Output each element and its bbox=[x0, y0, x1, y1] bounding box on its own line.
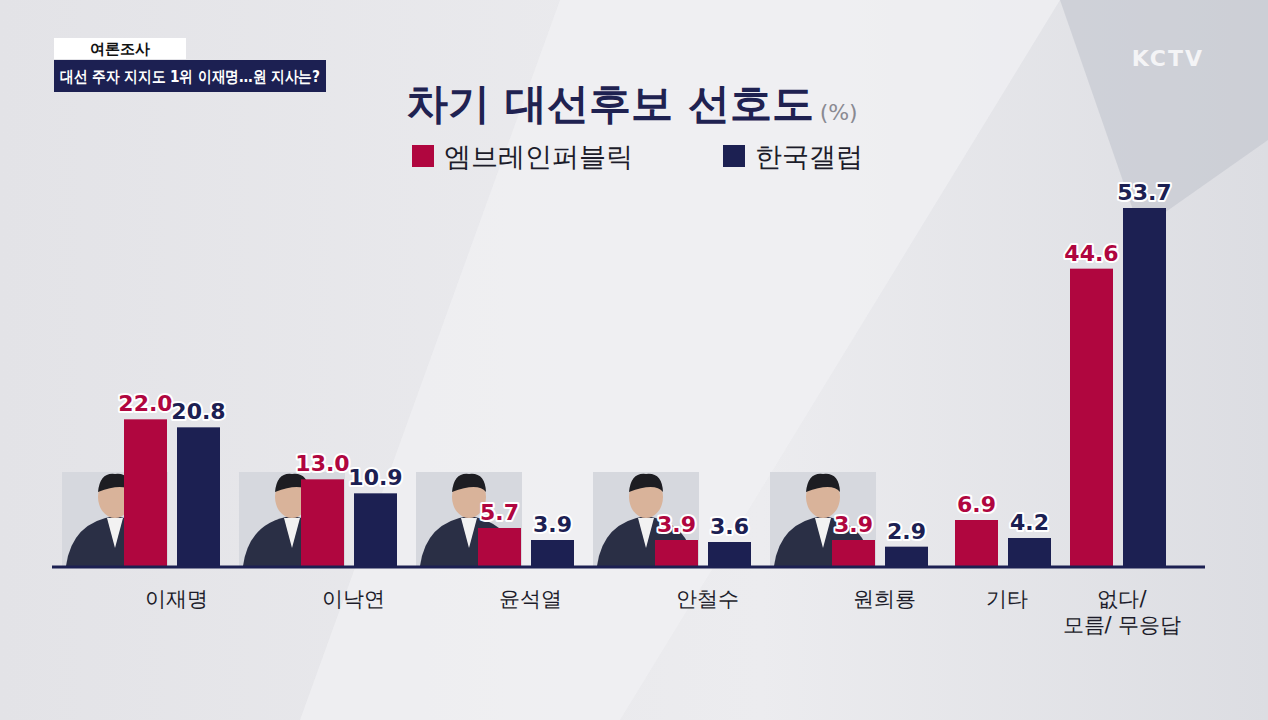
data-label: 22.0 bbox=[118, 391, 172, 416]
legend: 엠브레인퍼블릭 한국갤럽 bbox=[412, 141, 863, 172]
bar bbox=[301, 479, 344, 566]
background bbox=[0, 0, 1268, 720]
bar bbox=[708, 542, 751, 566]
title: 차기 대선후보 선호도 bbox=[406, 79, 813, 128]
photo-shirt bbox=[284, 518, 300, 548]
legend-label: 한국갤럽 bbox=[755, 141, 863, 172]
headline-box bbox=[54, 60, 326, 92]
data-label: 5.7 bbox=[480, 500, 519, 525]
x-tick-label: 안철수 bbox=[676, 587, 739, 611]
bar bbox=[177, 427, 220, 566]
x-tick-label: 없다/모름/ 무응답 bbox=[1063, 587, 1182, 637]
tag-box bbox=[54, 38, 186, 59]
logo: KCTV bbox=[1132, 46, 1204, 71]
photo-hair bbox=[629, 474, 663, 492]
photo-hair bbox=[452, 474, 486, 492]
data-label: 4.2 bbox=[1010, 510, 1049, 535]
data-label: 2.9 bbox=[887, 519, 926, 544]
candidate-photo bbox=[239, 472, 345, 566]
bars bbox=[124, 208, 1166, 566]
bar bbox=[1123, 208, 1166, 566]
bar bbox=[531, 540, 574, 566]
chart-root: 여론조사대선 주자 지지도 1위 이재명…원 지사는? KCTV 차기 대선후보 선… bbox=[0, 0, 1268, 720]
data-label: 6.9 bbox=[957, 492, 996, 517]
baseline bbox=[52, 566, 1205, 569]
data-label: 3.9 bbox=[533, 512, 572, 537]
candidate-photo bbox=[593, 472, 699, 566]
bg-streak bbox=[300, 0, 1060, 720]
bar bbox=[1008, 538, 1051, 566]
x-tick-line: 기타 bbox=[986, 587, 1028, 611]
x-tick-labels: 이재명 이낙연 윤석열 안철수 원희룡 기타 없다/모름/ 무응답 bbox=[145, 587, 1182, 637]
headline-text: 대선 주자 지지도 1위 이재명…원 지사는? bbox=[60, 67, 320, 86]
photo-shirt bbox=[815, 518, 831, 548]
bar bbox=[885, 547, 928, 566]
x-tick-label: 이낙연 bbox=[322, 587, 385, 611]
x-tick-line: 윤석열 bbox=[499, 587, 562, 611]
data-label: 13.0 bbox=[295, 451, 349, 476]
legend-label: 엠브레인퍼블릭 bbox=[444, 141, 633, 172]
data-label: 3.9 bbox=[657, 512, 696, 537]
photo-bg bbox=[416, 472, 522, 566]
bg-corner bbox=[1060, 0, 1268, 230]
tag-text: 여론조사 bbox=[90, 40, 150, 58]
bar bbox=[1070, 269, 1113, 566]
photo-bg bbox=[770, 472, 876, 566]
x-tick-line: 모름/ 무응답 bbox=[1063, 613, 1182, 637]
x-tick-label: 윤석열 bbox=[499, 587, 562, 611]
legend-swatch bbox=[412, 145, 434, 167]
data-label: 10.9 bbox=[348, 465, 402, 490]
photo-bg bbox=[239, 472, 345, 566]
bar bbox=[832, 540, 875, 566]
unit-label: (%) bbox=[820, 100, 858, 125]
data-labels: 22.0 13.0 5.7 3.9 3.9 6.9 44.6 20.8 10.9 3.9 3.6 2.… bbox=[118, 180, 1171, 544]
candidate-photo bbox=[770, 472, 876, 566]
data-label: 3.9 bbox=[834, 512, 873, 537]
x-tick-label: 기타 bbox=[986, 587, 1028, 611]
x-tick-line: 원희룡 bbox=[853, 587, 916, 611]
bar bbox=[655, 540, 698, 566]
photo-hair bbox=[806, 474, 840, 492]
x-tick-label: 원희룡 bbox=[853, 587, 916, 611]
photo-shirt bbox=[638, 518, 654, 548]
data-label: 3.6 bbox=[710, 514, 749, 539]
bar bbox=[124, 419, 167, 566]
x-tick-line: 이재명 bbox=[145, 587, 208, 611]
data-label: 53.7 bbox=[1117, 180, 1171, 205]
bar bbox=[955, 520, 998, 566]
data-label: 20.8 bbox=[171, 399, 225, 424]
x-tick-line: 안철수 bbox=[676, 587, 739, 611]
x-tick-label: 이재명 bbox=[145, 587, 208, 611]
candidate-photo bbox=[416, 472, 522, 566]
photo-shirt bbox=[461, 518, 477, 548]
photo-bg bbox=[593, 472, 699, 566]
bar bbox=[478, 528, 521, 566]
x-tick-line: 이낙연 bbox=[322, 587, 385, 611]
photo-shirt bbox=[107, 518, 123, 548]
x-tick-line: 없다/ bbox=[1097, 587, 1147, 611]
data-label: 44.6 bbox=[1064, 241, 1118, 266]
bar bbox=[354, 493, 397, 566]
legend-swatch bbox=[723, 145, 745, 167]
